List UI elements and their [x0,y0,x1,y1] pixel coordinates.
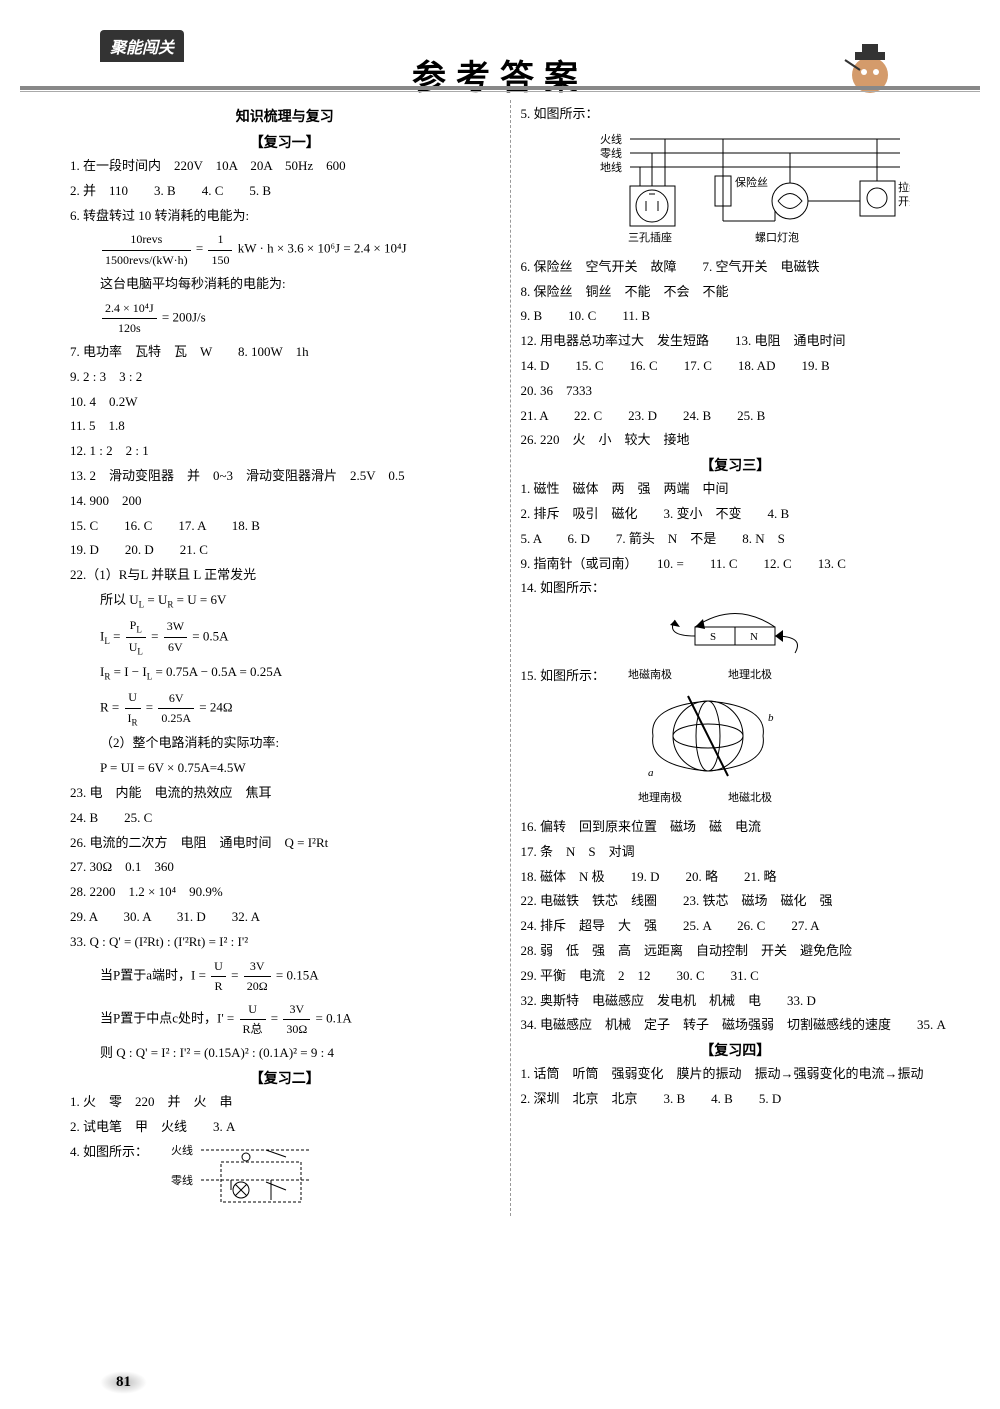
answer-line: 26. 220 火 小 较大 接地 [521,430,951,451]
answer-line: 28. 2200 1.2 × 10⁴ 90.9% [70,882,500,903]
answer-line: 28. 弱 低 强 高 远距离 自动控制 开关 避免危险 [521,941,951,962]
svg-text:b: b [768,712,774,724]
answer-line: 9. 指南针（或司南） 10. = 11. C 12. C 13. C [521,554,951,575]
answer-line: 15. C 16. C 17. A 18. B [70,516,500,537]
answer-line: 2. 并 110 3. B 4. C 5. B [70,181,500,202]
answer-line: 26. 电流的二次方 电阻 通电时间 Q = I²Rt [70,833,500,854]
answer-line: 1. 话筒 听筒 强弱变化 膜片的振动 振动→强弱变化的电流→振动 [521,1064,951,1085]
svg-text:螺口灯泡: 螺口灯泡 [755,230,799,244]
answer-line: 2.4 × 10⁴J120s = 200J/s [70,299,500,338]
magnet-diagram-icon: S N [655,605,815,660]
content: 知识梳理与复习 【复习一】 1. 在一段时间内 220V 10A 20A 50H… [0,90,1000,1236]
svg-text:a: a [648,767,654,779]
left-column: 知识梳理与复习 【复习一】 1. 在一段时间内 220V 10A 20A 50H… [60,100,511,1216]
answer-line: 21. A 22. C 23. D 24. B 25. B [521,406,951,427]
answer-line: 6. 转盘转过 10 转消耗的电能为: [70,206,500,227]
answer-line: IL = PLUL = 3W6V = 0.5A [70,616,500,659]
answer-line: 11. 5 1.8 [70,416,500,437]
answer-line: 6. 保险丝 空气开关 故障 7. 空气开关 电磁铁 [521,257,951,278]
review3-title: 【复习三】 [521,455,951,475]
answer-line: 当P置于a端时，I = UR = 3V20Ω = 0.15A [70,957,500,996]
svg-text:零线: 零线 [600,146,622,160]
answer-line: 12. 用电器总功率过大 发生短路 13. 电阻 通电时间 [521,331,951,352]
answer-line: 4. 如图所示： 火线 零线 [70,1142,500,1212]
svg-text:拉线: 拉线 [898,180,910,194]
answer-line: （2）整个电路消耗的实际功率: [70,733,500,754]
answer-line: 1. 磁性 磁体 两 强 两端 中间 [521,479,951,500]
answer-line: 16. 偏转 回到原来位置 磁场 磁 电流 [521,817,951,838]
circuit-diagram-icon: 火线 零线 [171,1142,321,1212]
section-title: 知识梳理与复习 [70,106,500,126]
answer-line: 29. A 30. A 31. D 32. A [70,907,500,928]
right-column: 5. 如图所示： 火线 零线 地线 三孔插座 保险丝 螺口灯泡 [511,100,961,1216]
svg-text:地理南极: 地理南极 [638,790,682,804]
svg-text:地理北极: 地理北极 [728,667,772,681]
review4-title: 【复习四】 [521,1040,951,1060]
answer-line: 8. 保险丝 铜丝 不能 不会 不能 [521,282,951,303]
svg-text:保险丝: 保险丝 [735,175,768,189]
answer-line: 22. 电磁铁 铁芯 线圈 23. 铁芯 磁场 磁化 强 [521,891,951,912]
answer-line: 9. B 10. C 11. B [521,306,951,327]
answer-line: 这台电脑平均每秒消耗的电能为: [70,274,500,295]
answer-line: 29. 平衡 电流 2 12 30. C 31. C [521,966,951,987]
svg-text:火线: 火线 [600,132,622,146]
answer-line: 14. 900 200 [70,491,500,512]
svg-text:三孔插座: 三孔插座 [628,230,672,244]
answer-line: 23. 电 内能 电流的热效应 焦耳 [70,783,500,804]
header: 聚能闯关 参考答案 [20,30,980,80]
answer-line: 9. 2 : 3 3 : 2 [70,367,500,388]
answer-line: 18. 磁体 N 极 19. D 20. 略 21. 略 [521,867,951,888]
answer-line: 27. 30Ω 0.1 360 [70,857,500,878]
answer-line: 则 Q : Q' = I² : I'² = (0.15A)² : (0.1A)²… [70,1043,500,1064]
answer-line: 20. 36 7333 [521,381,951,402]
logo-tab: 聚能闯关 [100,30,184,62]
svg-text:地磁北极: 地磁北极 [728,790,772,804]
answer-line: 22.（1）R与L 并联且 L 正常发光 [70,565,500,586]
answer-line: 19. D 20. D 21. C [70,540,500,561]
answer-line: 当P置于中点c处时，I' = UR总 = 3V30Ω = 0.1A [70,1000,500,1039]
answer-line: 1. 火 零 220 并 火 串 [70,1092,500,1113]
answer-line: 5. A 6. D 7. 箭头 N 不是 8. N S [521,529,951,550]
svg-text:开关: 开关 [898,194,910,208]
page-number: 81 [100,1371,147,1394]
answer-line: 1. 在一段时间内 220V 10A 20A 50Hz 600 [70,156,500,177]
review1-title: 【复习一】 [70,132,500,152]
answer-line: 所以 UL = UR = U = 6V [70,590,500,612]
svg-text:火线: 火线 [171,1143,193,1157]
answer-line: 34. 电磁感应 机械 定子 转子 磁场强弱 切割磁感线的速度 35. A [521,1015,951,1036]
svg-text:地磁南极: 地磁南极 [628,667,672,681]
answer-line: 33. Q : Q' = (I²Rt) : (I'²Rt) = I² : I'² [70,932,500,953]
answer-line: 17. 条 N S 对调 [521,842,951,863]
answer-line: 14. 如图所示： [521,578,951,599]
answer-line: 10revs1500revs/(kW·h) = 1150 kW · h × 3.… [70,230,500,269]
answer-line: 2. 深圳 北京 北京 3. B 4. B 5. D [521,1089,951,1110]
answer-line: 14. D 15. C 16. C 17. C 18. AD 19. B [521,356,951,377]
answer-line: IR = I − IL = 0.75A − 0.5A = 0.25A [70,662,500,684]
svg-text:地线: 地线 [600,160,622,174]
answer-line: 10. 4 0.2W [70,392,500,413]
answer-line: R = UIR = 6V0.25A = 24Ω [70,688,500,729]
svg-text:N: N [750,631,758,643]
answer-line: 15. 如图所示： 地磁南极 地理北极 a b 地理南极 地磁北极 [521,666,951,813]
answer-line: 24. B 25. C [70,808,500,829]
answer-line: 7. 电功率 瓦特 瓦 W 8. 100W 1h [70,342,500,363]
divider [20,86,980,90]
answer-line: 2. 试电笔 甲 火线 3. A [70,1117,500,1138]
answer-line: 5. 如图所示： [521,104,951,125]
svg-text:S: S [710,631,716,643]
answer-line: 24. 排斥 超导 大 强 25. A 26. C 27. A [521,916,951,937]
answer-line: P = UI = 6V × 0.75A=4.5W [70,758,500,779]
review2-title: 【复习二】 [70,1068,500,1088]
circuit-diagram-icon: 火线 零线 地线 三孔插座 保险丝 螺口灯泡 拉 [560,131,910,251]
answer-line: 32. 奥斯特 电磁感应 发电机 机械 电 33. D [521,991,951,1012]
answer-line: 12. 1 : 2 2 : 1 [70,441,500,462]
answer-line: 2. 排斥 吸引 磁化 3. 变小 不变 4. B [521,504,951,525]
answer-line: 13. 2 滑动变阻器 并 0~3 滑动变阻器滑片 2.5V 0.5 [70,466,500,487]
svg-text:零线: 零线 [171,1173,193,1187]
earth-magnet-diagram-icon: 地磁南极 地理北极 a b 地理南极 地磁北极 [608,666,808,806]
